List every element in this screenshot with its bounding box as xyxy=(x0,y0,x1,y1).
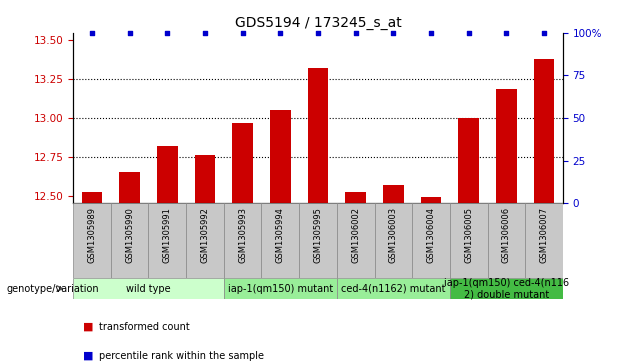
Text: GSM1305995: GSM1305995 xyxy=(314,207,322,263)
Bar xyxy=(375,203,412,278)
Text: transformed count: transformed count xyxy=(99,322,190,332)
Text: ■: ■ xyxy=(83,351,93,361)
Text: ■: ■ xyxy=(83,322,93,332)
Point xyxy=(539,30,549,36)
Point xyxy=(313,30,323,36)
Text: GSM1305993: GSM1305993 xyxy=(238,207,247,263)
Text: percentile rank within the sample: percentile rank within the sample xyxy=(99,351,263,361)
Bar xyxy=(299,203,337,278)
Text: iap-1(qm150) ced-4(n116
2) double mutant: iap-1(qm150) ced-4(n116 2) double mutant xyxy=(444,278,569,299)
Bar xyxy=(186,203,224,278)
Text: ced-4(n1162) mutant: ced-4(n1162) mutant xyxy=(341,284,446,294)
Bar xyxy=(496,89,516,203)
Bar xyxy=(261,203,299,278)
Text: GSM1305990: GSM1305990 xyxy=(125,207,134,263)
Bar xyxy=(337,278,450,299)
Text: GSM1305994: GSM1305994 xyxy=(276,207,285,263)
Bar xyxy=(224,203,261,278)
Text: wild type: wild type xyxy=(126,284,171,294)
Bar xyxy=(450,278,563,299)
Bar xyxy=(383,185,404,203)
Text: GSM1306003: GSM1306003 xyxy=(389,207,398,263)
Point xyxy=(238,30,248,36)
Point xyxy=(350,30,361,36)
Title: GDS5194 / 173245_s_at: GDS5194 / 173245_s_at xyxy=(235,16,401,30)
Bar xyxy=(337,203,375,278)
Text: GSM1306006: GSM1306006 xyxy=(502,207,511,263)
Bar xyxy=(534,59,555,203)
Bar xyxy=(308,68,328,203)
Point xyxy=(501,30,511,36)
Text: GSM1306004: GSM1306004 xyxy=(427,207,436,263)
Bar xyxy=(73,203,111,278)
Bar xyxy=(450,203,488,278)
Bar xyxy=(195,155,216,203)
Bar xyxy=(232,123,253,203)
Point xyxy=(464,30,474,36)
Text: GSM1306007: GSM1306007 xyxy=(539,207,548,263)
Bar xyxy=(459,118,479,203)
Bar xyxy=(157,146,177,203)
Bar xyxy=(412,203,450,278)
Bar xyxy=(345,192,366,203)
Text: iap-1(qm150) mutant: iap-1(qm150) mutant xyxy=(228,284,333,294)
Point xyxy=(426,30,436,36)
Bar xyxy=(148,203,186,278)
Point xyxy=(200,30,210,36)
Text: GSM1306002: GSM1306002 xyxy=(351,207,360,263)
Point xyxy=(125,30,135,36)
Bar xyxy=(224,278,337,299)
Text: genotype/variation: genotype/variation xyxy=(6,284,99,294)
Point xyxy=(275,30,286,36)
Point xyxy=(87,30,97,36)
Text: GSM1306005: GSM1306005 xyxy=(464,207,473,263)
Bar xyxy=(488,203,525,278)
Bar xyxy=(81,192,102,203)
Point xyxy=(388,30,398,36)
Bar xyxy=(111,203,148,278)
Text: GSM1305991: GSM1305991 xyxy=(163,207,172,263)
Bar xyxy=(525,203,563,278)
Bar xyxy=(73,278,224,299)
Text: GSM1305992: GSM1305992 xyxy=(200,207,209,263)
Bar xyxy=(270,110,291,203)
Bar xyxy=(120,172,140,203)
Bar xyxy=(420,197,441,203)
Point xyxy=(162,30,172,36)
Text: GSM1305989: GSM1305989 xyxy=(88,207,97,263)
